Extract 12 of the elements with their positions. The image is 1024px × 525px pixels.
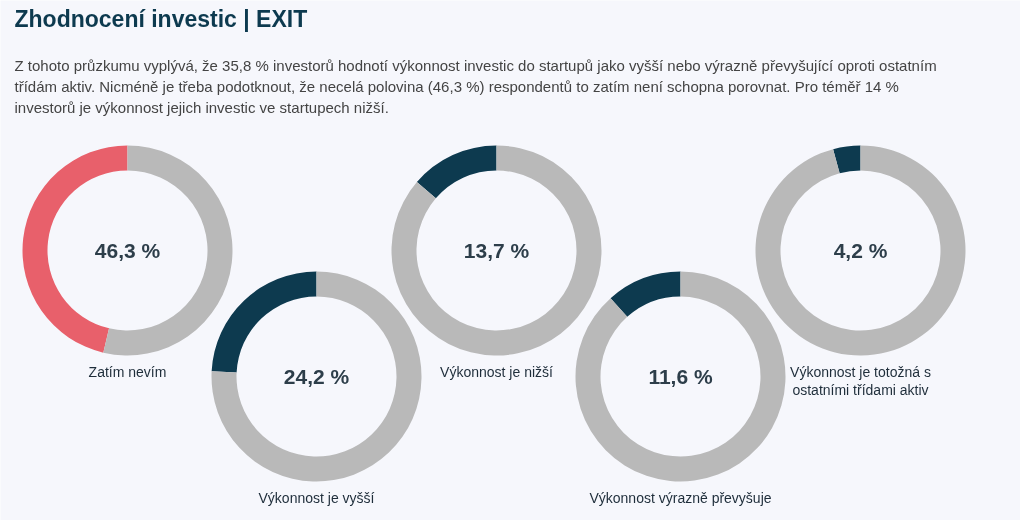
text: Výkonnost je totožná s ostatními třídami aktiv [790, 363, 931, 398]
text: 46,3 % [94, 239, 161, 262]
text: 4,2 % [833, 239, 888, 262]
chart-title: Zhodnocení investic | EXIT [14, 5, 308, 32]
text: Výkonnost je vyšší [258, 489, 375, 506]
text: Výkonnost je nižší [440, 363, 554, 380]
text: Zatím nevím [88, 363, 167, 380]
text: Výkonnost výrazně převyšuje [589, 489, 772, 506]
text: 11,6 % [648, 365, 713, 388]
text: 13,7 % [463, 239, 530, 262]
text: Z tohoto průzkumu vyplývá, že 35,8 % investorů hodnotí výkonnost investic do startupů jako vyšší nebo výrazně převyšující oproti ostatním třídám aktiv. Nicméně je třeba podotknout, že necelá polovina (46,3 %) respondentů to zatím není schopna porovnat. Pro téměř 14 % investorů je výkonnost jejich investic ve startupech nižší. [14, 57, 937, 116]
text: 24,2 % [283, 365, 350, 388]
